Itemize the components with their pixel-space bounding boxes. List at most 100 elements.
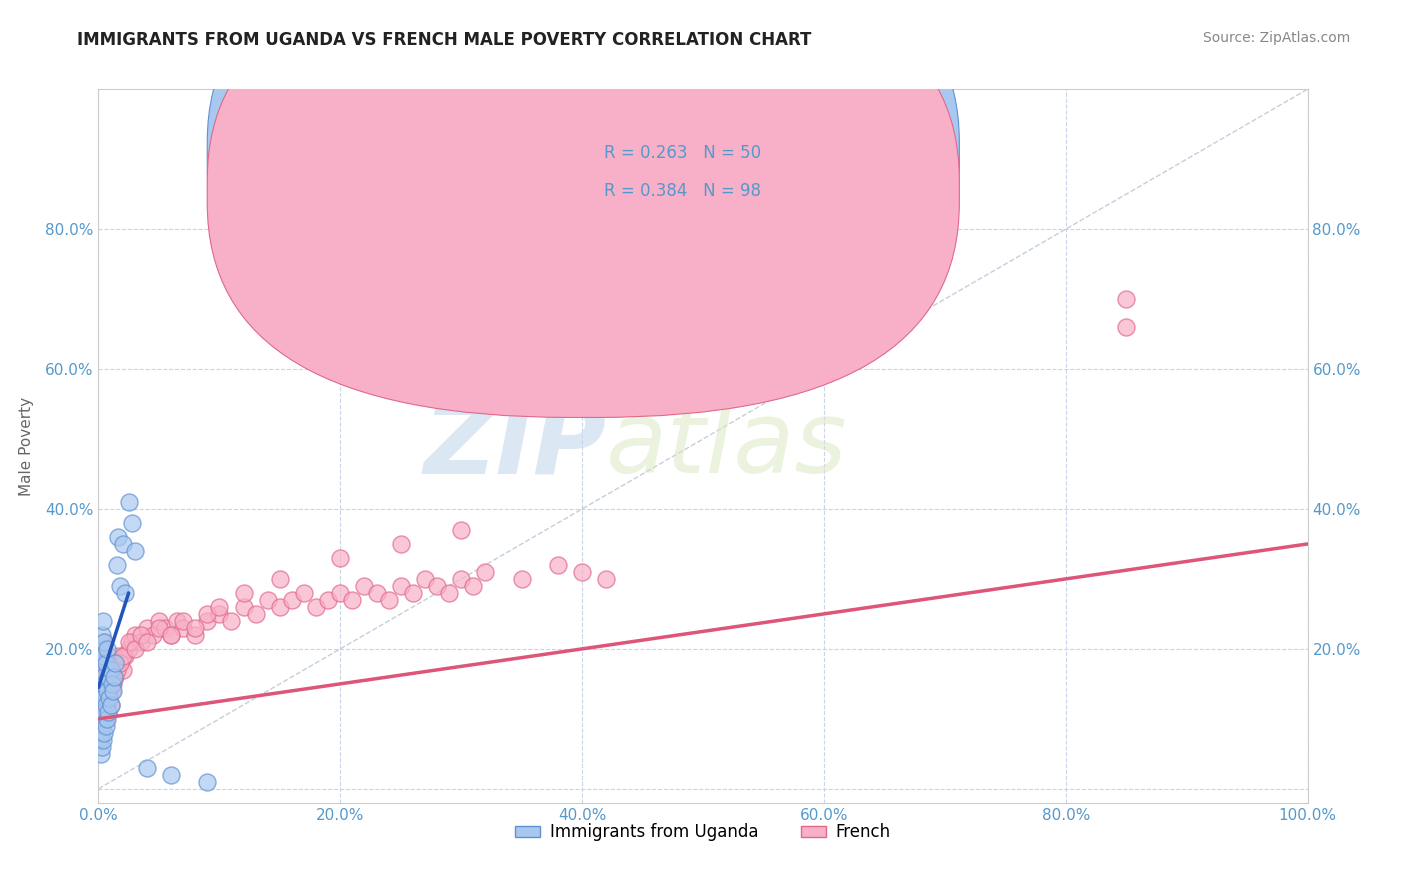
Point <box>90 698 112 712</box>
Text: IMMIGRANTS FROM UGANDA VS FRENCH MALE POVERTY CORRELATION CHART: IMMIGRANTS FROM UGANDA VS FRENCH MALE PO… <box>77 31 811 49</box>
Point <box>463 579 485 593</box>
Point <box>129 635 152 649</box>
Point <box>108 579 131 593</box>
Point <box>91 732 114 747</box>
Point <box>94 684 117 698</box>
Point <box>91 648 114 663</box>
FancyBboxPatch shape <box>207 0 959 417</box>
Legend: Immigrants from Uganda, French: Immigrants from Uganda, French <box>509 817 897 848</box>
Point <box>329 550 352 565</box>
Point <box>450 572 472 586</box>
Point <box>135 621 157 635</box>
Point <box>107 530 129 544</box>
Point <box>91 628 114 642</box>
Point <box>160 628 183 642</box>
Point <box>90 690 112 705</box>
Point <box>1115 320 1137 334</box>
Point <box>94 698 117 712</box>
Point <box>101 677 124 691</box>
Point <box>90 747 112 761</box>
Point <box>184 621 207 635</box>
Point <box>93 670 115 684</box>
Point <box>91 719 114 733</box>
Point <box>96 663 118 677</box>
Point <box>98 690 121 705</box>
Point <box>104 670 127 684</box>
Point <box>97 705 120 719</box>
Point <box>89 690 111 705</box>
Point <box>100 670 122 684</box>
FancyBboxPatch shape <box>207 0 959 380</box>
Point <box>91 656 114 670</box>
Point <box>269 599 291 614</box>
Point <box>89 698 111 712</box>
Point <box>89 732 111 747</box>
Point <box>129 628 152 642</box>
Point <box>98 656 121 670</box>
Point <box>89 732 111 747</box>
Point <box>91 614 114 628</box>
Point <box>389 537 412 551</box>
Point <box>148 614 170 628</box>
Point <box>153 621 176 635</box>
Point <box>94 719 117 733</box>
Text: R = 0.384   N = 98: R = 0.384 N = 98 <box>603 182 761 200</box>
Point <box>172 621 194 635</box>
Point <box>91 719 114 733</box>
Point <box>160 628 183 642</box>
Point <box>426 579 449 593</box>
Point <box>96 684 118 698</box>
Point <box>118 635 141 649</box>
Point <box>108 656 131 670</box>
Point <box>111 537 134 551</box>
Point <box>221 614 243 628</box>
Point <box>413 572 436 586</box>
Text: R = 0.263   N = 50: R = 0.263 N = 50 <box>603 145 761 162</box>
Point <box>172 614 194 628</box>
Text: ZIP: ZIP <box>423 398 606 494</box>
Point <box>184 628 207 642</box>
Point <box>121 635 143 649</box>
Point <box>105 558 128 572</box>
Point <box>100 677 122 691</box>
Point <box>91 684 114 698</box>
Point <box>93 635 115 649</box>
Point <box>91 712 114 726</box>
Point <box>389 579 412 593</box>
Point <box>100 663 122 677</box>
Point <box>208 607 231 621</box>
Point <box>232 599 254 614</box>
Point <box>90 677 112 691</box>
Point <box>114 586 136 600</box>
Point <box>97 677 120 691</box>
Point <box>105 656 128 670</box>
Point <box>281 593 304 607</box>
Point <box>103 670 125 684</box>
Point <box>93 705 115 719</box>
Point <box>292 586 315 600</box>
Point <box>94 656 117 670</box>
Point <box>114 648 136 663</box>
Point <box>91 641 114 656</box>
Point <box>107 648 129 663</box>
Point <box>96 712 118 726</box>
Point <box>91 684 114 698</box>
Point <box>90 641 112 656</box>
Point <box>111 663 134 677</box>
Point <box>93 705 115 719</box>
Point <box>100 677 122 691</box>
Point <box>90 663 112 677</box>
Point <box>510 572 533 586</box>
Point <box>195 607 218 621</box>
Point <box>118 495 141 509</box>
Point <box>91 712 114 726</box>
Point <box>105 663 128 677</box>
Point <box>195 774 218 789</box>
Point <box>93 677 115 691</box>
Point <box>450 523 472 537</box>
Point <box>342 593 364 607</box>
Y-axis label: Male Poverty: Male Poverty <box>18 396 34 496</box>
Point <box>166 614 188 628</box>
Point <box>91 690 114 705</box>
Point <box>121 516 143 530</box>
